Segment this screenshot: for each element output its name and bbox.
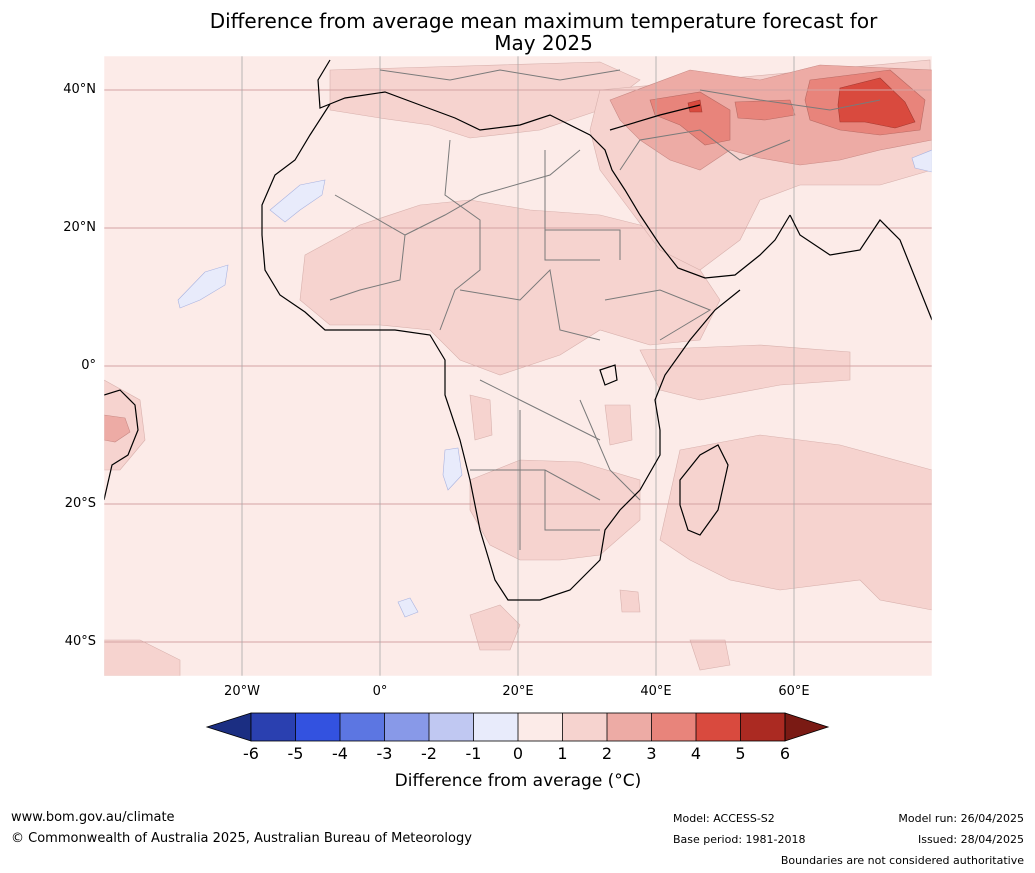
colorbar-arrow-low bbox=[205, 712, 252, 742]
colorbar-bin-neg4 bbox=[340, 713, 385, 741]
title-line-2: May 2025 bbox=[494, 31, 593, 55]
colorbar-bin-neg5 bbox=[295, 713, 340, 741]
colorbar-bin-2 bbox=[607, 713, 652, 741]
colorbar-tick: -3 bbox=[376, 744, 393, 763]
model-run-text: Model run: 26/04/2025 bbox=[898, 812, 1024, 825]
lon-label-60e: 60°E bbox=[778, 684, 810, 699]
lat-label-40s: 40°S bbox=[64, 634, 96, 649]
lon-label-40e: 40°E bbox=[640, 684, 672, 699]
model-text: Model: ACCESS-S2 bbox=[673, 812, 775, 825]
anomaly-3-4-regions bbox=[649, 69, 926, 146]
colorbar-tick: 1 bbox=[557, 744, 568, 763]
colorbar-bin-neg6 bbox=[251, 713, 296, 741]
lat-label-20s: 20°S bbox=[64, 496, 96, 511]
colorbar-bin-0 bbox=[518, 713, 563, 741]
lon-label-20e: 20°E bbox=[502, 684, 534, 699]
colorbar-tick: -1 bbox=[465, 744, 482, 763]
colorbar-tick: 6 bbox=[779, 744, 791, 763]
colorbar-tick: -6 bbox=[243, 744, 259, 763]
colorbar-bin-neg1 bbox=[473, 713, 518, 741]
anomaly-negative-regions bbox=[177, 149, 932, 618]
colorbar-tick: 3 bbox=[646, 744, 657, 763]
lat-label-0: 0° bbox=[81, 358, 96, 373]
map-title: Difference from average mean maximum tem… bbox=[0, 10, 1035, 54]
colorbar-bin-neg2 bbox=[429, 713, 474, 741]
lon-label-20w: 20°W bbox=[224, 684, 260, 699]
colorbar-bin-1 bbox=[562, 713, 607, 741]
base-period-text: Base period: 1981-2018 bbox=[673, 833, 806, 846]
lat-label-20n: 20°N bbox=[63, 220, 96, 235]
colorbar-tick: 2 bbox=[601, 744, 613, 763]
colorbar-title: Difference from average (°C) bbox=[394, 771, 642, 791]
issued-text: Issued: 28/04/2025 bbox=[917, 833, 1024, 846]
title-line-1: Difference from average mean maximum tem… bbox=[209, 9, 878, 33]
copyright-text: © Commonwealth of Australia 2025, Austra… bbox=[11, 831, 472, 846]
colorbar-tick: 5 bbox=[735, 744, 746, 763]
colorbar-bin-4 bbox=[696, 713, 741, 741]
coastlines bbox=[104, 59, 932, 601]
lon-label-0: 0° bbox=[372, 684, 388, 699]
colorbar-bin-3 bbox=[651, 713, 696, 741]
meridians bbox=[241, 56, 795, 676]
colorbar-tick: -4 bbox=[332, 744, 348, 763]
colorbar-bin-neg3 bbox=[384, 713, 429, 741]
disclaimer-text: Boundaries are not considered authoritat… bbox=[780, 854, 1024, 867]
colorbar bbox=[205, 712, 830, 742]
colorbar-tick: 4 bbox=[690, 744, 702, 763]
colorbar-tick: 0 bbox=[512, 744, 524, 763]
colorbar-tick: -2 bbox=[421, 744, 437, 763]
colorbar-arrow-high bbox=[784, 712, 830, 742]
country-borders bbox=[329, 69, 881, 550]
lat-label-40n: 40°N bbox=[63, 82, 96, 97]
colorbar-bin-5 bbox=[740, 713, 785, 741]
website-link[interactable]: www.bom.gov.au/climate bbox=[11, 810, 175, 825]
colorbar-tick: -5 bbox=[287, 744, 304, 763]
